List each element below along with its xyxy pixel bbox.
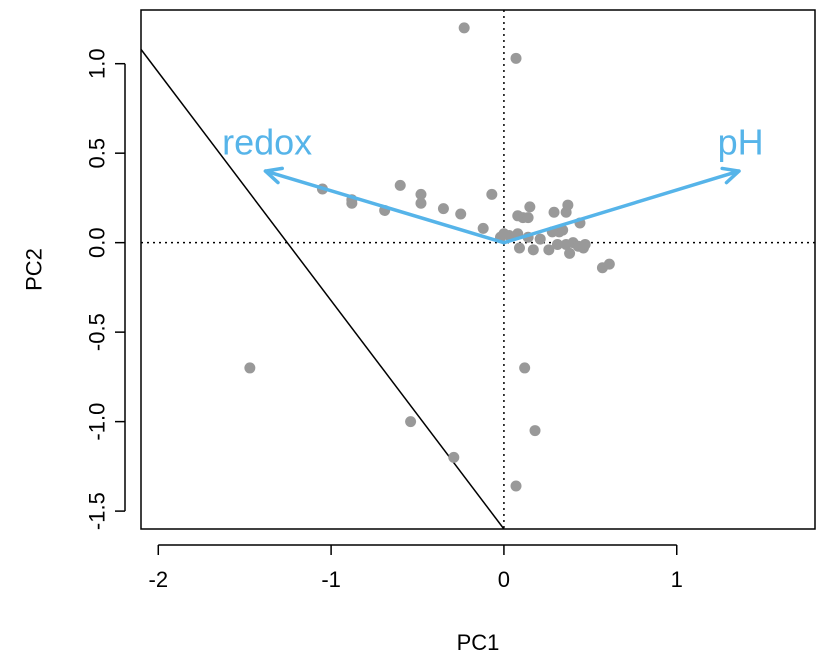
- points-layer: [244, 22, 615, 492]
- y-axis: -1.5 -1.0 -0.5 0.0 0.5 1.0: [85, 48, 126, 530]
- x-axis-label: PC1: [457, 630, 500, 655]
- y-tick-label: 1.0: [85, 48, 110, 79]
- vector-arrowhead: [720, 166, 741, 185]
- data-point: [486, 188, 498, 200]
- data-point: [543, 244, 555, 256]
- data-point: [551, 238, 563, 250]
- data-point: [529, 425, 541, 437]
- data-point: [548, 206, 560, 218]
- data-point: [524, 201, 536, 213]
- data-point: [527, 244, 539, 256]
- data-point: [415, 197, 427, 209]
- data-point: [477, 222, 489, 234]
- data-point: [448, 451, 460, 463]
- vector-arrowhead: [263, 166, 284, 185]
- data-point: [437, 203, 449, 215]
- vector-label: redox: [222, 121, 312, 162]
- data-point: [346, 197, 358, 209]
- fitted-line-layer: [140, 48, 505, 530]
- data-point: [579, 238, 591, 250]
- x-tick-label: 1: [671, 567, 683, 592]
- plot-box: [140, 9, 816, 530]
- data-point: [405, 416, 417, 428]
- y-tick-label: -1.5: [85, 492, 110, 530]
- data-point: [510, 52, 522, 64]
- reference-lines: [141, 10, 815, 529]
- data-point: [244, 362, 256, 374]
- data-point: [522, 212, 534, 224]
- data-point: [510, 480, 522, 492]
- vector-redox: [263, 169, 506, 245]
- vector-label: pH: [718, 121, 764, 162]
- data-point: [415, 188, 427, 200]
- vector-pH: [502, 169, 741, 245]
- data-point: [603, 258, 615, 270]
- data-point: [458, 22, 470, 34]
- x-axis: -2 -1 0 1: [149, 544, 683, 592]
- data-point: [513, 242, 525, 254]
- data-point: [564, 247, 576, 259]
- y-tick-label: -0.5: [85, 313, 110, 351]
- y-tick-label: 0.5: [85, 138, 110, 169]
- x-tick-label: -1: [321, 567, 341, 592]
- data-point: [503, 229, 515, 241]
- x-tick-label: 0: [498, 567, 510, 592]
- data-point: [455, 208, 467, 220]
- y-tick-label: -1.0: [85, 403, 110, 441]
- data-point: [534, 233, 546, 245]
- data-point: [519, 362, 531, 374]
- y-tick-label: 0.0: [85, 227, 110, 258]
- y-axis-label: PC2: [22, 248, 47, 291]
- boundary-line: [140, 48, 505, 530]
- vectors-layer: redox pH: [222, 121, 764, 245]
- x-tick-label: -2: [149, 567, 169, 592]
- data-point: [394, 179, 406, 191]
- data-point: [562, 199, 574, 211]
